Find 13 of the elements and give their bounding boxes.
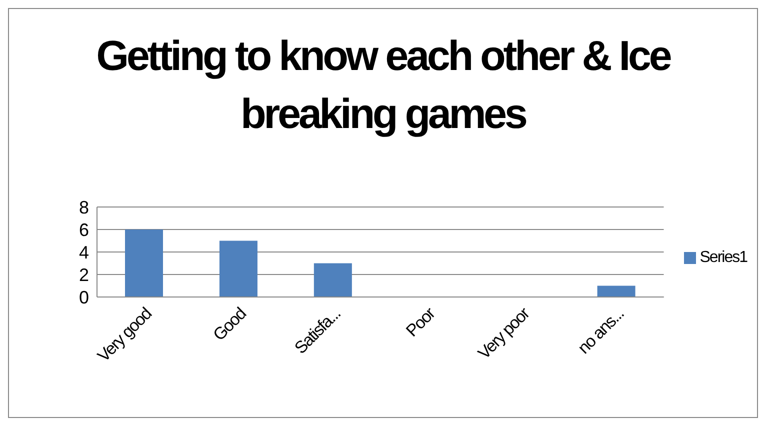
x-tick-label: Poor	[402, 303, 440, 340]
y-tick-label: 4	[78, 242, 89, 262]
bar	[314, 263, 352, 297]
bar	[597, 286, 636, 297]
bar	[219, 240, 258, 297]
y-tick-label: 8	[78, 197, 89, 218]
chart-title: Getting to know each other & Ice breaking games	[95, 31, 672, 139]
y-tick-label: 6	[78, 220, 89, 240]
x-tick-label: no ans...	[574, 304, 628, 358]
y-tick-label: 0	[78, 287, 89, 308]
legend-label: Series1	[700, 249, 747, 266]
y-tick-label: 2	[78, 264, 89, 285]
bar	[125, 230, 163, 297]
